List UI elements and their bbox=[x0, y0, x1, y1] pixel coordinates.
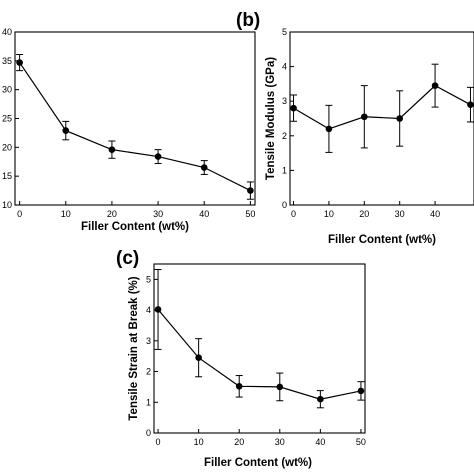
y-tick-label-a: 35 bbox=[2, 56, 12, 66]
panel-label-b: (b) bbox=[236, 10, 260, 31]
y-tick-label-c: 1 bbox=[146, 397, 151, 407]
panel-label-c: (c) bbox=[116, 248, 139, 269]
y-tick-label-b: 1 bbox=[282, 165, 287, 175]
series-line-c bbox=[157, 309, 362, 400]
y-axis-title-c: Tensile Strain at Break (%) bbox=[128, 276, 140, 420]
data-point-b bbox=[396, 115, 403, 122]
series-line-b bbox=[293, 84, 471, 130]
x-axis-title-a: Filler Content (wt%) bbox=[81, 221, 189, 233]
x-tick-label-a: 10 bbox=[61, 209, 71, 219]
y-tick-label-a: 25 bbox=[2, 114, 12, 124]
x-tick-label-c: 20 bbox=[234, 437, 244, 447]
y-tick-label-b: 5 bbox=[282, 27, 287, 37]
x-tick-label-a: 40 bbox=[199, 209, 209, 219]
x-tick-label-b: 20 bbox=[359, 209, 369, 219]
data-point-b bbox=[290, 104, 297, 112]
plot-frame-b bbox=[289, 31, 474, 206]
data-point-b bbox=[467, 101, 474, 108]
x-tick-label-c: 0 bbox=[156, 437, 161, 447]
x-tick-label-a: 50 bbox=[245, 209, 255, 219]
y-tick-label-a: 20 bbox=[2, 142, 12, 152]
y-tick-label-b: 0 bbox=[282, 200, 287, 210]
data-point-a bbox=[16, 59, 23, 66]
data-point-b bbox=[431, 82, 439, 89]
x-tick-label-c: 40 bbox=[315, 437, 325, 447]
data-point-c bbox=[317, 395, 324, 403]
data-point-c bbox=[195, 354, 202, 362]
x-tick-label-c: 30 bbox=[275, 437, 285, 447]
y-tick-label-c: 3 bbox=[146, 336, 151, 346]
y-tick-label-c: 2 bbox=[146, 367, 151, 377]
data-point-a bbox=[108, 146, 116, 153]
x-tick-label-c: 50 bbox=[356, 437, 366, 447]
y-tick-label-b: 3 bbox=[282, 96, 287, 106]
plot-frame-c bbox=[153, 263, 366, 434]
x-tick-label-b: 10 bbox=[324, 209, 334, 219]
y-tick-label-c: 0 bbox=[146, 428, 151, 438]
y-tick-label-a: 10 bbox=[2, 200, 12, 210]
x-tick-label-c: 10 bbox=[194, 437, 204, 447]
y-tick-label-b: 2 bbox=[282, 131, 287, 141]
y-tick-label-a: 40 bbox=[2, 27, 12, 37]
x-tick-label-a: 20 bbox=[107, 209, 117, 219]
x-axis-title-c: Filler Content (wt%) bbox=[204, 457, 312, 469]
data-point-c bbox=[276, 383, 284, 391]
data-point-a bbox=[200, 164, 208, 171]
x-tick-label-b: 30 bbox=[395, 209, 405, 219]
x-tick-label-b: 40 bbox=[430, 209, 440, 219]
y-tick-label-b: 4 bbox=[282, 62, 287, 72]
panel-a: 10 15 20 25 30 35 40 0 10 20 30 40 50 Filler Content … bbox=[2, 27, 256, 233]
panel-b: 0 1 2 3 4 5 0 10 20 30 40 Filler Content (wt%) Tensi… bbox=[265, 27, 474, 246]
data-layer-a bbox=[16, 53, 254, 200]
data-point-b bbox=[325, 125, 333, 133]
data-point-a bbox=[247, 187, 254, 194]
data-layer-c bbox=[154, 269, 365, 409]
data-point-a bbox=[154, 153, 162, 160]
data-point-c bbox=[154, 306, 162, 313]
x-axis-title-b: Filler Content (wt%) bbox=[328, 234, 436, 246]
y-tick-label-c: 4 bbox=[146, 305, 151, 315]
series-line-a bbox=[19, 62, 251, 192]
y-axis-title-b: Tensile Modulus (GPa) bbox=[265, 57, 277, 180]
data-point-c bbox=[357, 387, 365, 395]
data-point-b bbox=[361, 113, 368, 121]
plot-frame-a bbox=[14, 31, 256, 206]
data-point-a bbox=[62, 127, 70, 134]
data-point-c bbox=[235, 382, 243, 390]
x-tick-label-a: 30 bbox=[153, 209, 163, 219]
data-layer-b bbox=[290, 63, 474, 153]
x-tick-label-a: 0 bbox=[17, 209, 22, 219]
x-tick-label-b: 0 bbox=[291, 209, 296, 219]
y-tick-label-a: 15 bbox=[2, 171, 12, 181]
y-tick-label-c: 5 bbox=[146, 274, 151, 284]
y-tick-label-a: 30 bbox=[2, 85, 12, 95]
